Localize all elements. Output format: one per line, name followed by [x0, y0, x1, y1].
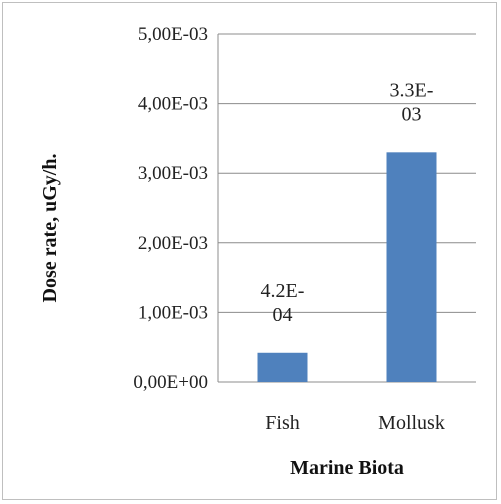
data-label-line: 03	[402, 103, 422, 125]
y-tick-label: 1,00E-03	[138, 302, 208, 323]
y-tick-labels: 0,00E+00 1,00E-03 2,00E-03 3,00E-03 4,00E-03…	[133, 24, 208, 393]
y-tick-label: 2,00E-03	[138, 233, 208, 254]
data-label-mollusk: 3.3E-03	[390, 79, 434, 125]
data-label-line: 04	[273, 304, 293, 326]
category-labels: Fish Mollusk	[265, 412, 445, 434]
data-label-fish: 4.2E-04	[261, 280, 305, 326]
gridlines	[218, 33, 476, 383]
x-axis-title: Marine Biota	[290, 457, 404, 479]
y-tick-label: 0,00E+00	[133, 372, 208, 393]
category-label: Mollusk	[378, 412, 445, 434]
bar-fish	[257, 352, 308, 382]
data-labels: 4.2E-04 3.3E-03	[261, 79, 434, 325]
bars	[257, 152, 437, 382]
y-tick-label: 4,00E-03	[138, 94, 208, 115]
y-tick-label: 5,00E-03	[138, 24, 208, 45]
bar-mollusk	[386, 152, 437, 382]
y-tick-label: 3,00E-03	[138, 163, 208, 184]
category-label: Fish	[265, 412, 299, 434]
data-label-line: 4.2E-	[261, 280, 305, 302]
data-label-line: 3.3E-	[390, 79, 434, 101]
y-axis-title: Dose rate, uGy/h.	[39, 154, 61, 303]
